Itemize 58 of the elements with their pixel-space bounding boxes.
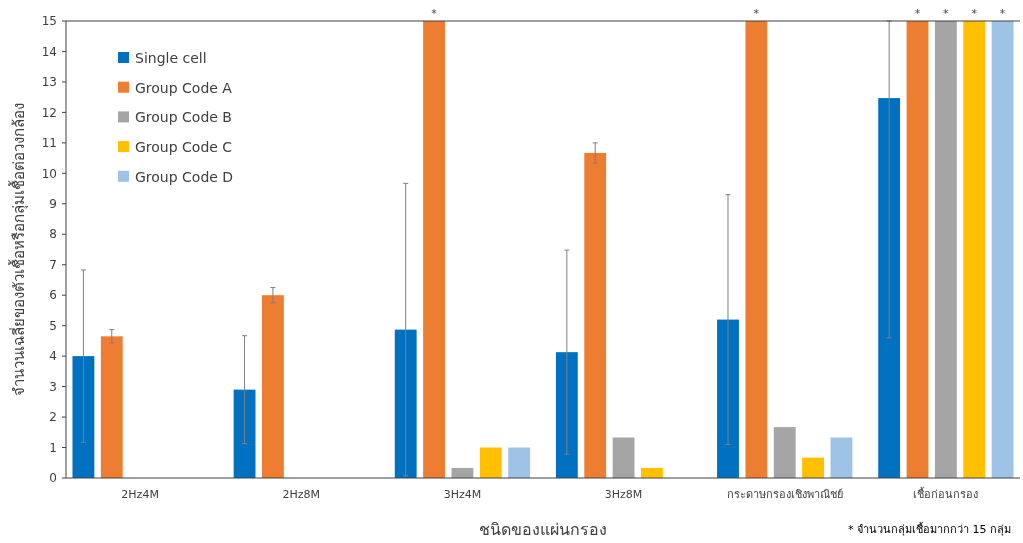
y-tick-label: 9 <box>49 197 57 211</box>
bar <box>830 437 853 478</box>
data-label: * <box>943 7 950 20</box>
bar <box>906 21 929 478</box>
x-tick-label: เชื้อก่อนกรอง <box>913 486 979 501</box>
y-tick-label: 2 <box>49 410 57 425</box>
bar <box>555 352 578 478</box>
y-tick-label: 6 <box>49 288 57 303</box>
bar <box>423 21 445 478</box>
bar <box>991 21 1014 478</box>
y-tick-label: 14 <box>41 44 57 59</box>
bar <box>394 329 417 478</box>
data-label: * <box>999 7 1006 20</box>
data-label: * <box>914 7 921 20</box>
y-tick-label: 13 <box>41 75 57 90</box>
bar <box>479 447 502 478</box>
data-label: * <box>753 7 760 20</box>
bar <box>745 21 768 478</box>
y-tick-label: 12 <box>41 105 57 120</box>
bar <box>963 21 986 478</box>
bar <box>802 457 824 478</box>
text: * จำนวนกลุ่มเชื้อมากกว่า 15 กลุ่ม <box>848 521 1011 536</box>
y-tick-label: 3 <box>49 379 57 394</box>
y-axis-title: จำนวนเฉลี่ยของตัวเชื้อหรือกลุ่มเชื้อต่อวงกล้อง <box>8 103 29 396</box>
y-tick-label: 5 <box>49 318 57 333</box>
bar <box>233 389 256 478</box>
bar <box>934 21 957 478</box>
legend-label: Group Code C <box>135 139 233 155</box>
data-label: * <box>431 7 438 20</box>
bar <box>878 98 901 478</box>
y-tick-label: 1 <box>49 440 57 455</box>
data-label: * <box>971 7 978 20</box>
bar <box>72 356 95 478</box>
y-tick-label: 7 <box>49 257 57 272</box>
legend-label: Group Code D <box>135 168 234 185</box>
bar <box>612 437 635 478</box>
bar <box>584 152 607 478</box>
y-tick-label: 8 <box>49 227 57 242</box>
y-tick-label: 4 <box>49 349 57 364</box>
y-tick-label: 0 <box>49 471 57 486</box>
bar <box>262 295 284 478</box>
bar <box>641 467 663 478</box>
bar <box>717 319 739 478</box>
bar <box>100 336 123 478</box>
legend-label: Single cell <box>135 49 207 66</box>
x-tick-label: กระดาษกรองเชิงพาณิชย์ <box>726 488 843 501</box>
x-tick-label: 3Hz4M <box>443 488 482 501</box>
x-axis-title: ชนิดของแผ่นกรอง <box>479 520 607 539</box>
y-tick-label: 15 <box>41 14 57 29</box>
x-tick-label: 2Hz4M <box>121 488 159 501</box>
bar <box>508 447 531 478</box>
x-tick-label: 2Hz8M <box>282 488 321 501</box>
legend-label: Group Code A <box>135 79 233 96</box>
y-tick-label: 11 <box>41 136 57 151</box>
legend-label: Group Code B <box>135 109 232 126</box>
bar <box>773 427 796 478</box>
x-tick-label: 3Hz8M <box>604 488 643 501</box>
y-tick-label: 10 <box>41 166 57 181</box>
